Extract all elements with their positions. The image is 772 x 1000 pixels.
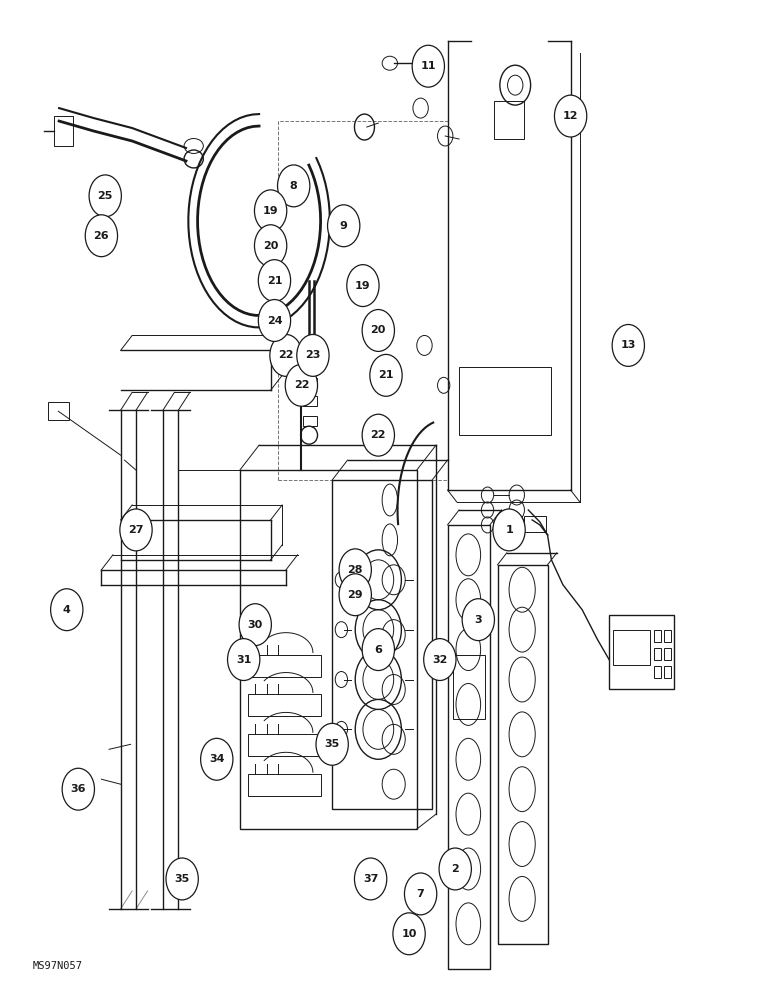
- Circle shape: [362, 310, 394, 351]
- Bar: [493, 101, 524, 139]
- Text: 2: 2: [452, 864, 459, 874]
- Circle shape: [285, 364, 317, 406]
- Bar: [248, 694, 320, 716]
- Circle shape: [439, 848, 472, 890]
- Text: 29: 29: [347, 590, 363, 600]
- Text: 1: 1: [505, 525, 513, 535]
- Text: 31: 31: [236, 655, 252, 665]
- Circle shape: [554, 95, 587, 137]
- Text: 35: 35: [174, 874, 190, 884]
- Text: 28: 28: [347, 565, 363, 575]
- Bar: [459, 367, 551, 435]
- Bar: [248, 655, 320, 677]
- Bar: [497, 565, 547, 944]
- Text: MS97N057: MS97N057: [32, 961, 82, 971]
- Bar: [654, 666, 662, 678]
- Bar: [54, 116, 73, 146]
- Circle shape: [612, 324, 645, 366]
- Text: 20: 20: [263, 241, 278, 251]
- Circle shape: [270, 334, 302, 376]
- Bar: [248, 734, 320, 756]
- Circle shape: [255, 225, 286, 267]
- Circle shape: [63, 768, 94, 810]
- Bar: [609, 615, 675, 689]
- Circle shape: [493, 509, 525, 551]
- Circle shape: [405, 873, 437, 915]
- Circle shape: [393, 913, 425, 955]
- Circle shape: [354, 858, 387, 900]
- Bar: [248, 774, 320, 796]
- Bar: [664, 630, 672, 642]
- Text: 6: 6: [374, 645, 382, 655]
- Text: 22: 22: [278, 350, 294, 360]
- Circle shape: [239, 604, 272, 646]
- Text: 24: 24: [266, 316, 283, 326]
- Circle shape: [259, 260, 290, 302]
- Text: 12: 12: [563, 111, 578, 121]
- Text: 32: 32: [432, 655, 448, 665]
- Text: 21: 21: [266, 276, 283, 286]
- Text: 37: 37: [363, 874, 378, 884]
- Text: 25: 25: [97, 191, 113, 201]
- Text: 9: 9: [340, 221, 347, 231]
- Circle shape: [278, 165, 310, 207]
- Bar: [48, 402, 69, 420]
- Bar: [303, 396, 317, 406]
- Text: 34: 34: [209, 754, 225, 764]
- Bar: [448, 525, 490, 969]
- Circle shape: [462, 599, 494, 641]
- Bar: [303, 416, 317, 426]
- Circle shape: [89, 175, 121, 217]
- Bar: [524, 516, 546, 532]
- Text: 22: 22: [293, 380, 309, 390]
- Bar: [453, 655, 486, 719]
- Circle shape: [51, 589, 83, 631]
- Circle shape: [370, 354, 402, 396]
- Bar: [654, 648, 662, 660]
- Bar: [332, 480, 432, 809]
- Text: 19: 19: [262, 206, 279, 216]
- Text: 4: 4: [63, 605, 71, 615]
- Bar: [664, 648, 672, 660]
- Circle shape: [166, 858, 198, 900]
- Bar: [240, 470, 417, 829]
- Circle shape: [362, 629, 394, 671]
- Text: 36: 36: [70, 784, 86, 794]
- Bar: [613, 630, 650, 665]
- Circle shape: [362, 414, 394, 456]
- Text: 11: 11: [421, 61, 436, 71]
- Text: 7: 7: [417, 889, 425, 899]
- Circle shape: [347, 265, 379, 307]
- Text: 35: 35: [324, 739, 340, 749]
- Circle shape: [259, 300, 290, 341]
- Text: 8: 8: [290, 181, 297, 191]
- Bar: [654, 630, 662, 642]
- Circle shape: [339, 549, 371, 591]
- Circle shape: [316, 723, 348, 765]
- Text: 3: 3: [475, 615, 482, 625]
- Circle shape: [327, 205, 360, 247]
- Text: 19: 19: [355, 281, 371, 291]
- Circle shape: [296, 334, 329, 376]
- Text: 22: 22: [371, 430, 386, 440]
- Bar: [303, 378, 317, 388]
- Text: 21: 21: [378, 370, 394, 380]
- Circle shape: [85, 215, 117, 257]
- Circle shape: [339, 574, 371, 616]
- Text: 30: 30: [248, 620, 262, 630]
- Bar: [303, 361, 317, 371]
- Text: 27: 27: [128, 525, 144, 535]
- Text: 23: 23: [305, 350, 320, 360]
- Circle shape: [424, 639, 456, 680]
- Text: 10: 10: [401, 929, 417, 939]
- Text: 26: 26: [93, 231, 109, 241]
- Circle shape: [201, 738, 233, 780]
- Circle shape: [255, 190, 286, 232]
- Circle shape: [120, 509, 152, 551]
- Circle shape: [228, 639, 260, 680]
- Text: 20: 20: [371, 325, 386, 335]
- Bar: [664, 666, 672, 678]
- Text: 13: 13: [621, 340, 636, 350]
- Circle shape: [412, 45, 445, 87]
